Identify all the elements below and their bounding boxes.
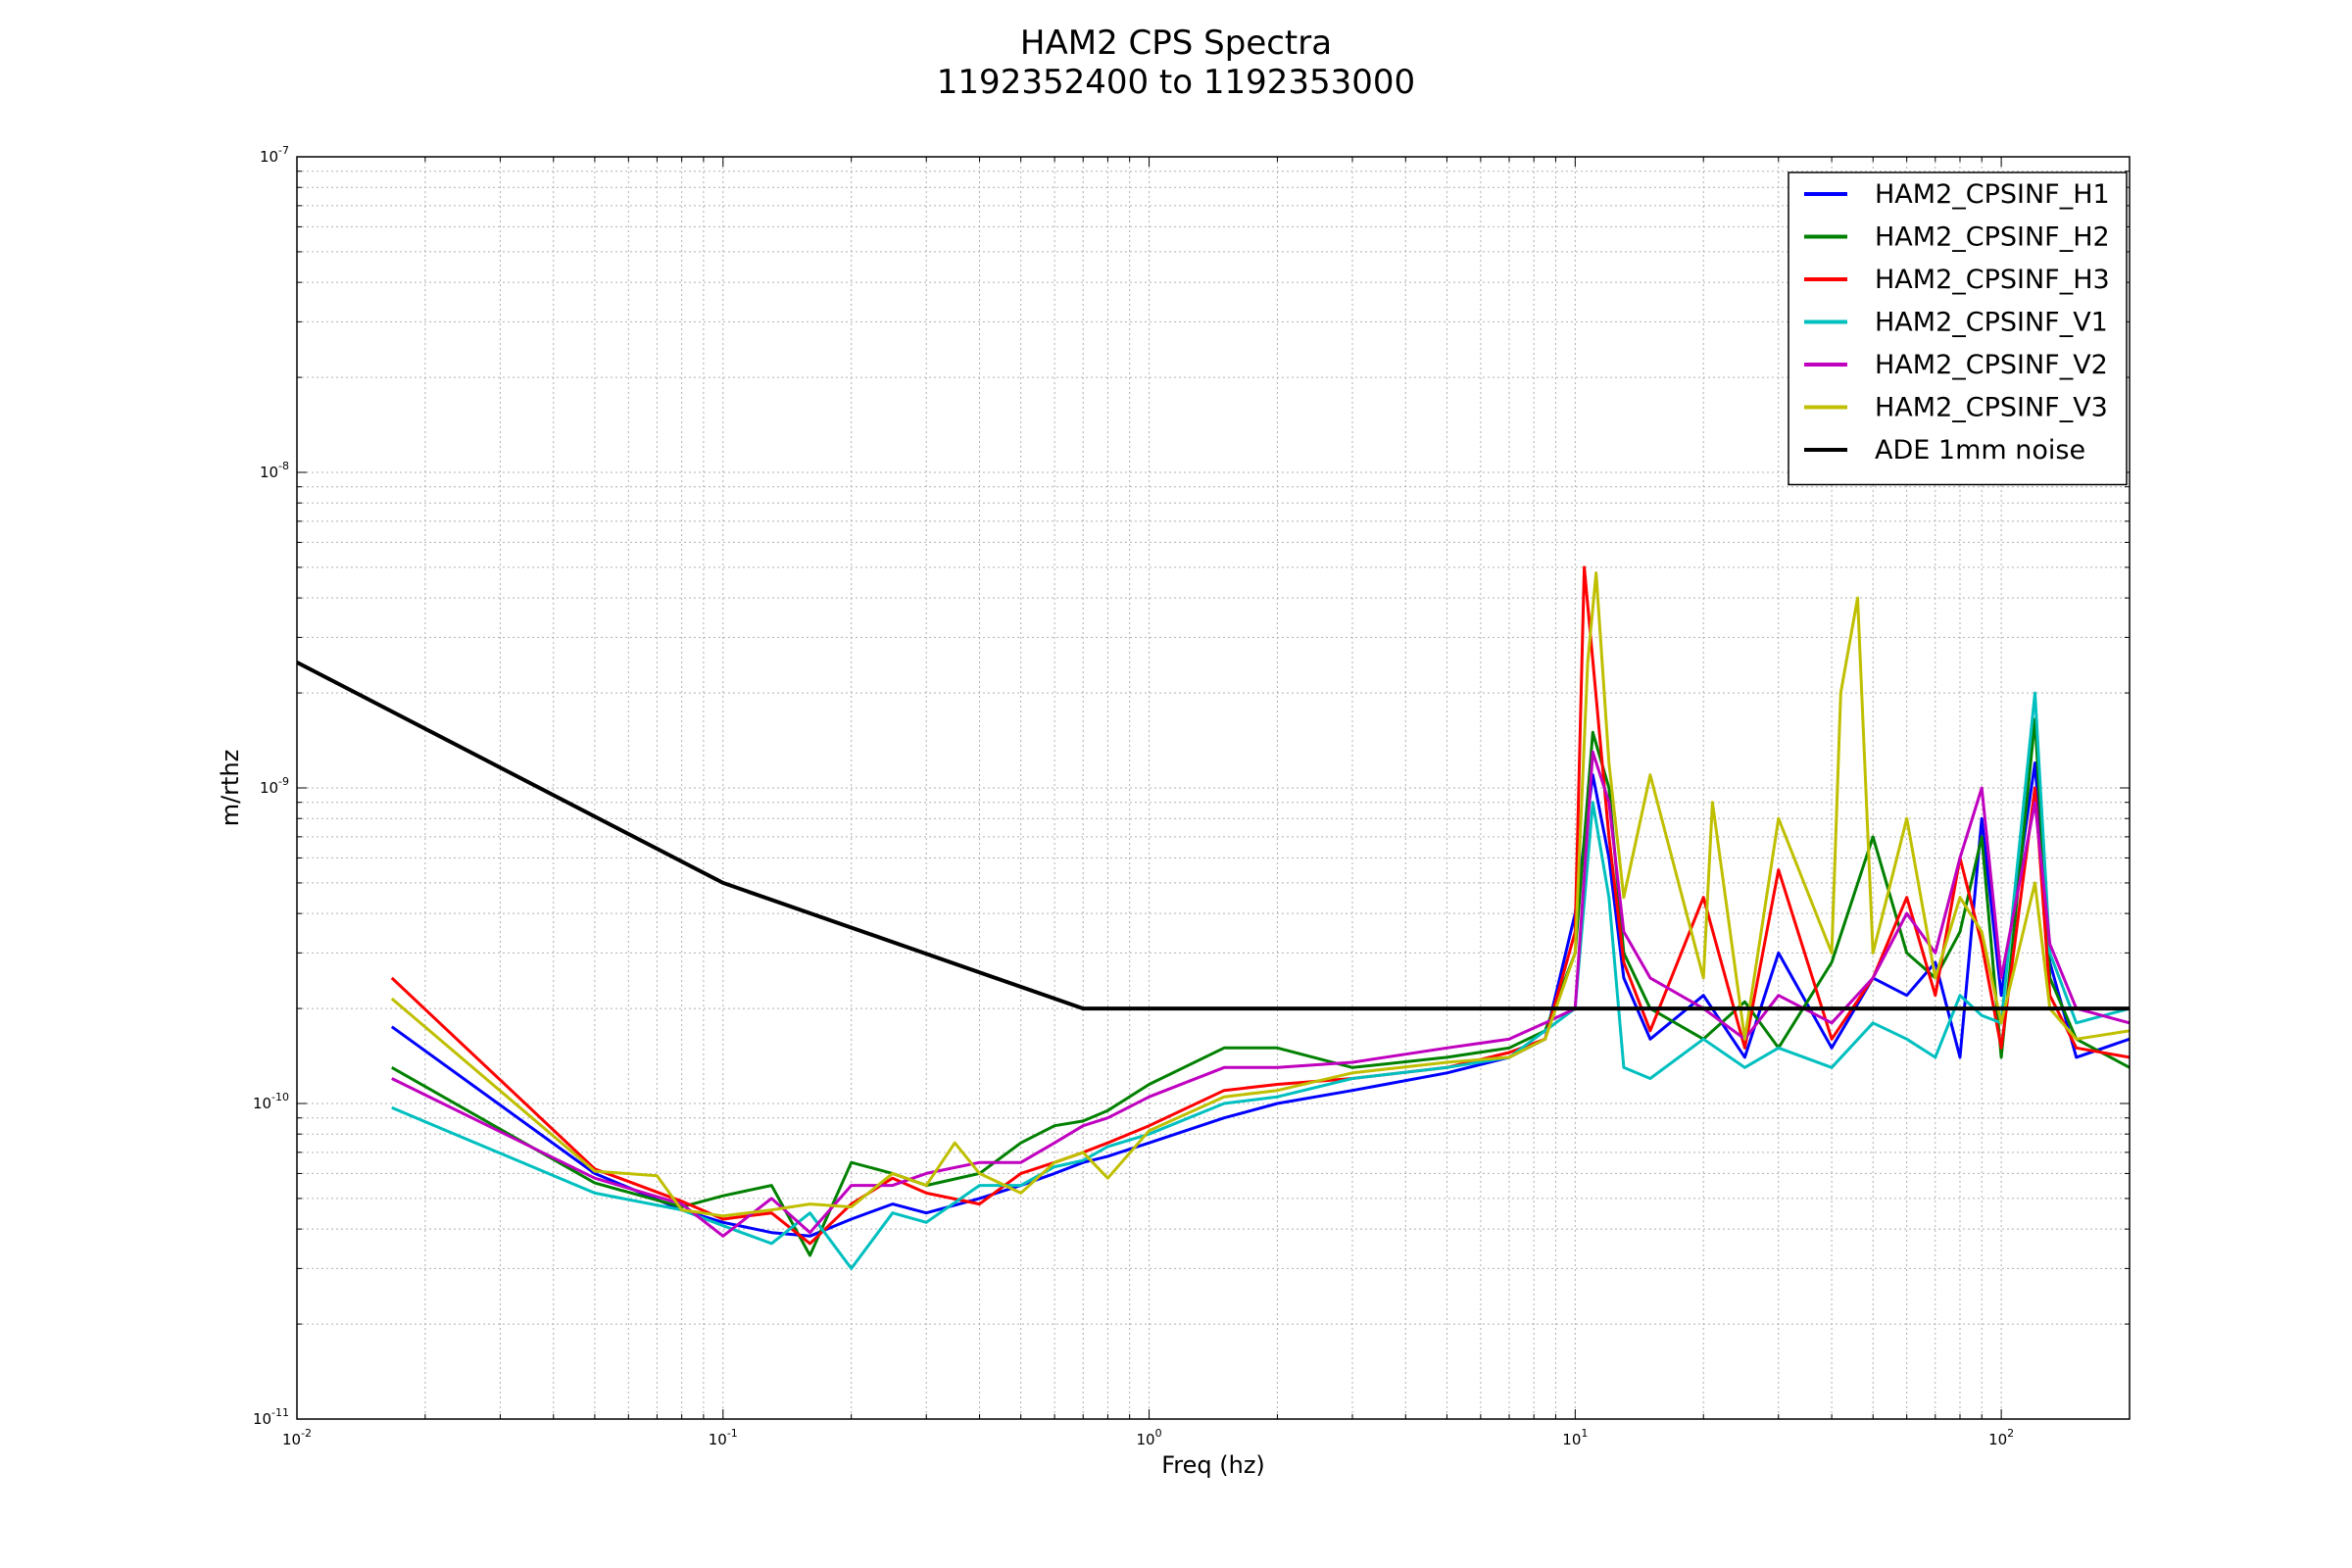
x-tick-label: 10-2 [282, 1427, 312, 1448]
x-tick-label: 101 [1562, 1427, 1588, 1448]
y-tick-label: 10-11 [253, 1406, 289, 1428]
y-tick-label: 10-10 [253, 1091, 289, 1112]
series-line [390, 571, 2130, 1218]
legend-label: HAM2_CPSINF_H2 [1875, 222, 2110, 253]
legend-label: HAM2_CPSINF_V3 [1875, 393, 2108, 423]
legend-label: HAM2_CPSINF_V1 [1875, 308, 2108, 338]
x-tick-label: 100 [1137, 1427, 1162, 1448]
legend-label: ADE 1mm noise [1875, 435, 2085, 466]
series-line [297, 661, 2130, 1011]
legend: HAM2_CPSINF_H1 HAM2_CPSINF_H2 HAM2_CPSINF_… [1788, 172, 2128, 486]
x-tick-label: 10-1 [709, 1427, 738, 1448]
y-tick-label: 10-8 [260, 460, 289, 481]
series-line [391, 750, 2130, 1238]
chart-title: HAM2 CPS Spectra [1019, 24, 1333, 63]
series-line [390, 565, 2130, 1246]
series-line [391, 717, 2130, 1257]
y-tick-label: 10-7 [260, 144, 289, 166]
legend-label: HAM2_CPSINF_H1 [1875, 179, 2110, 210]
series-layer [297, 565, 2130, 1270]
chart-subtitle: 1192352400 to 1192353000 [936, 63, 1416, 102]
legend-label: HAM2_CPSINF_V2 [1875, 350, 2108, 380]
y-tick-label: 10-9 [260, 775, 289, 797]
x-axis-label: Freq (hz) [1161, 1451, 1265, 1479]
series-line [391, 691, 2130, 1270]
y-axis-label: m/rthz [217, 750, 244, 827]
axis-ticks: 10-2 10-1 100 101 102 10-11 10-10 10-9 10-8 10-7 [253, 144, 2131, 1448]
legend-box [1788, 172, 2128, 486]
x-tick-label: 102 [1988, 1427, 2014, 1448]
legend-label: HAM2_CPSINF_H3 [1875, 265, 2110, 295]
